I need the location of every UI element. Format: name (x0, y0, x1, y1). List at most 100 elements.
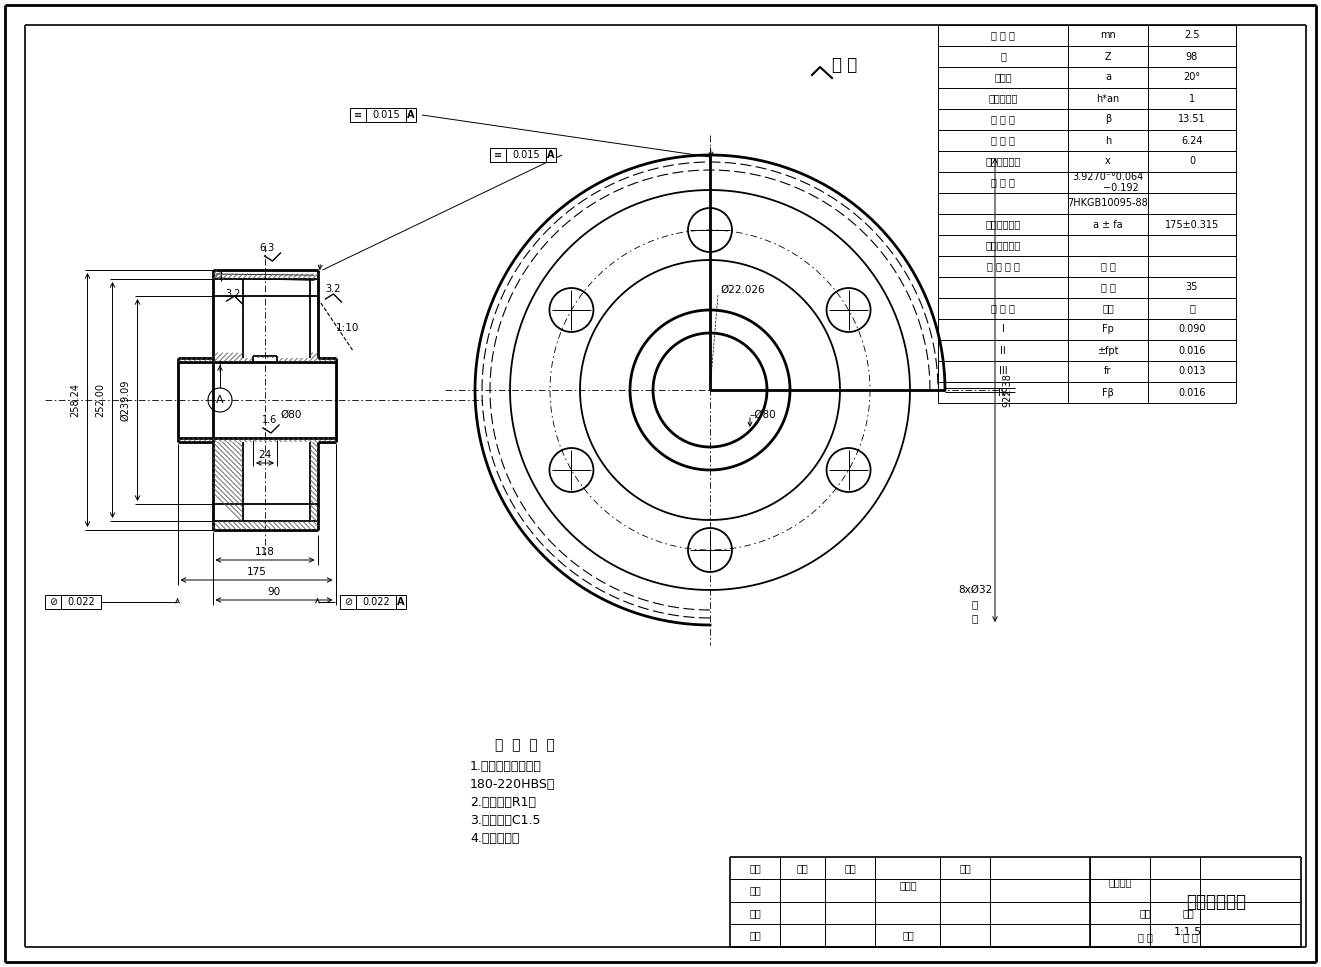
Text: Ø239.09: Ø239.09 (120, 379, 131, 421)
Text: 均: 均 (972, 599, 978, 609)
Text: 258.24: 258.24 (70, 383, 81, 417)
Text: 值: 值 (1189, 304, 1196, 313)
Bar (45, 595, 100, 609)
Text: 3.2: 3.2 (225, 289, 240, 299)
Text: 0.015: 0.015 (373, 110, 400, 120)
Text: 3.2: 3.2 (325, 284, 341, 294)
Text: h: h (1104, 135, 1111, 145)
Text: 6.24: 6.24 (1181, 135, 1202, 145)
Text: 数: 数 (1000, 51, 1005, 62)
Text: 布: 布 (972, 613, 978, 623)
Text: 批准: 批准 (902, 930, 914, 940)
Text: 98: 98 (1186, 51, 1198, 62)
Text: 图 号: 图 号 (1100, 261, 1115, 272)
Text: 标记: 标记 (749, 863, 761, 873)
Text: 第 张: 第 张 (1182, 932, 1197, 942)
Text: 技  术  要  求: 技 术 要 求 (495, 738, 555, 752)
Text: 4.消除手刷。: 4.消除手刷。 (470, 833, 519, 845)
Text: 全 齿 高: 全 齿 高 (991, 135, 1015, 145)
Bar (350, 108, 416, 122)
Bar (339, 595, 406, 609)
Text: a ± fa: a ± fa (1094, 220, 1123, 229)
Text: 1:1.5: 1:1.5 (1174, 927, 1202, 937)
Text: 252.00: 252.00 (95, 383, 106, 417)
Text: A: A (407, 110, 415, 120)
Text: 6.3: 6.3 (260, 243, 275, 253)
Text: h*an: h*an (1096, 94, 1120, 103)
Text: 标准化: 标准化 (900, 880, 917, 890)
Text: 公 差 组: 公 差 组 (991, 304, 1015, 313)
Text: III: III (999, 366, 1008, 376)
Text: 审核: 审核 (749, 908, 761, 918)
Text: 阶段标记: 阶段标记 (1108, 877, 1132, 887)
Text: 精 度 等: 精 度 等 (991, 178, 1015, 188)
Text: IV: IV (999, 388, 1008, 397)
Text: 法 向 模: 法 向 模 (991, 31, 1015, 41)
Text: Fp: Fp (1102, 325, 1114, 335)
Text: 0.090: 0.090 (1178, 325, 1206, 335)
Text: Z: Z (1104, 51, 1111, 62)
Text: 175±0.315: 175±0.315 (1165, 220, 1219, 229)
Text: 175: 175 (247, 567, 267, 577)
Text: 35: 35 (1186, 282, 1198, 292)
Text: 比例: 比例 (1182, 908, 1194, 918)
Text: 配 对 齿 轮: 配 对 齿 轮 (987, 261, 1020, 272)
Text: A: A (398, 597, 404, 607)
Text: ⊘: ⊘ (49, 597, 57, 607)
Text: Fβ: Fβ (1102, 388, 1114, 397)
Text: 签名: 签名 (959, 863, 971, 873)
Text: 代号: 代号 (1102, 304, 1114, 313)
Text: 工艺: 工艺 (749, 930, 761, 940)
Text: 0: 0 (1189, 157, 1196, 166)
Text: 齿轮副中心距: 齿轮副中心距 (985, 220, 1021, 229)
Text: a: a (1104, 73, 1111, 82)
Text: I: I (1001, 325, 1004, 335)
Text: 180-220HBS；: 180-220HBS； (470, 778, 555, 792)
Text: 齿顶高系数: 齿顶高系数 (988, 94, 1017, 103)
Text: 13.51: 13.51 (1178, 114, 1206, 125)
Text: 重量: 重量 (1139, 908, 1151, 918)
Text: 0.013: 0.013 (1178, 366, 1206, 376)
Bar (490, 148, 556, 162)
Text: 20°: 20° (1184, 73, 1201, 82)
Text: Ø22.026: Ø22.026 (720, 285, 765, 295)
Text: Ø80: Ø80 (280, 410, 301, 420)
Text: x: x (1106, 157, 1111, 166)
Text: 0.016: 0.016 (1178, 345, 1206, 356)
Text: A: A (547, 150, 555, 160)
Text: 螺 旋 角: 螺 旋 角 (991, 114, 1015, 125)
Text: 0.015: 0.015 (513, 150, 540, 160)
Text: –Ø80: –Ø80 (750, 410, 777, 420)
Text: 7HKGB10095-88: 7HKGB10095-88 (1067, 198, 1148, 209)
Text: 1:10: 1:10 (336, 323, 359, 333)
Text: 处数: 处数 (797, 863, 808, 873)
Text: ±fpt: ±fpt (1098, 345, 1119, 356)
Text: 1.6: 1.6 (263, 415, 277, 425)
Text: 2.未注圆角R1；: 2.未注圆角R1； (470, 797, 536, 809)
Text: II: II (1000, 345, 1005, 356)
Text: 8xØ32: 8xØ32 (958, 585, 992, 595)
Text: 3.9270⁻°0.064
        −0.192: 3.9270⁻°0.064 −0.192 (1073, 172, 1144, 193)
Text: 2.5: 2.5 (1184, 31, 1199, 41)
Text: mn: mn (1100, 31, 1116, 41)
Text: β: β (1104, 114, 1111, 125)
Text: 0.022: 0.022 (67, 597, 95, 607)
Text: A: A (217, 395, 223, 405)
Text: ≡: ≡ (494, 150, 502, 160)
Text: 设计: 设计 (749, 885, 761, 895)
Text: 3.未注倒角C1.5: 3.未注倒角C1.5 (470, 814, 540, 828)
Text: 径向离位系数: 径向离位系数 (985, 157, 1021, 166)
Text: 齿 数: 齿 数 (1100, 282, 1115, 292)
Text: 118: 118 (255, 547, 275, 557)
Text: 齿数形: 齿数形 (995, 73, 1012, 82)
Text: 24: 24 (259, 450, 272, 460)
Text: 1: 1 (1189, 94, 1196, 103)
Text: 1.正火处理，硬度为: 1.正火处理，硬度为 (470, 760, 542, 774)
Text: 分区: 分区 (844, 863, 856, 873)
Text: 90: 90 (267, 587, 280, 597)
Text: 922.38: 922.38 (1003, 373, 1012, 407)
Text: fr: fr (1104, 366, 1112, 376)
Text: 及其极限偏差: 及其极限偏差 (985, 241, 1021, 250)
Text: ⊘: ⊘ (343, 597, 353, 607)
Text: 其 余: 其 余 (832, 56, 857, 74)
